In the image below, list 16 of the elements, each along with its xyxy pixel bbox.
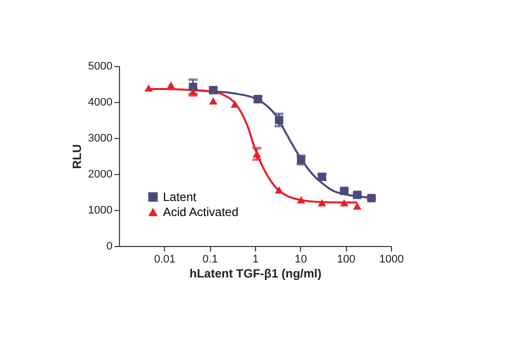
x-axis-title: hLatent TGF-β1 (ng/ml) <box>190 266 322 280</box>
x-tick-label: 1 <box>252 254 259 266</box>
y-tick-label: 0 <box>106 240 112 252</box>
legend-label: Latent <box>163 190 198 204</box>
x-tick-label: 10 <box>294 254 307 266</box>
y-axis-title: RLU <box>70 144 84 169</box>
x-tick-label: 1000 <box>379 254 404 266</box>
legend-label: Acid Activated <box>163 205 238 219</box>
x-tick-label: 0.1 <box>202 254 218 266</box>
x-tick-label: 0.01 <box>154 254 176 266</box>
y-tick-label: 1000 <box>88 204 112 216</box>
y-tick-label: 2000 <box>88 168 112 180</box>
y-tick-label: 5000 <box>88 60 112 72</box>
x-tick-label: 100 <box>336 254 356 266</box>
y-tick-label: 4000 <box>88 96 112 108</box>
y-tick-label: 3000 <box>88 132 112 144</box>
